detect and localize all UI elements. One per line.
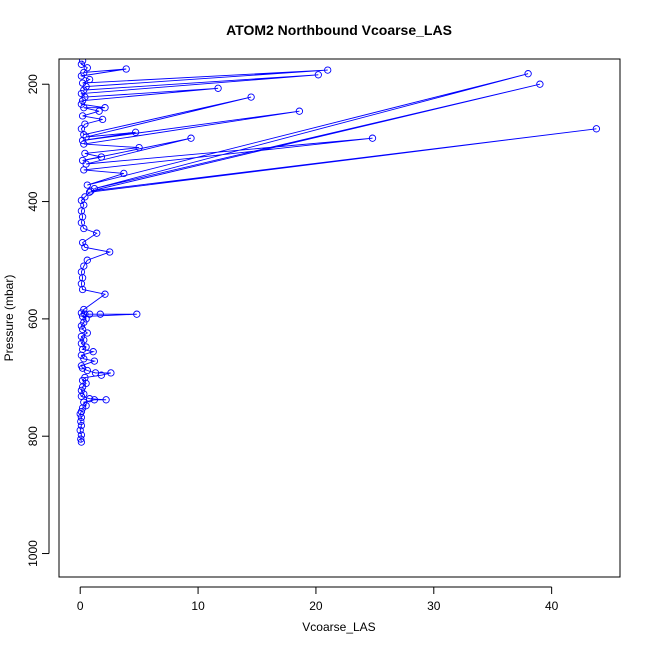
data-point	[536, 80, 544, 88]
data-point	[96, 310, 104, 318]
data-point	[85, 310, 94, 318]
data-point	[85, 188, 94, 196]
data-point	[314, 71, 322, 79]
data-point	[90, 357, 99, 365]
data-point	[78, 238, 87, 247]
y-tick-label: 1000	[26, 540, 40, 567]
data-point	[91, 369, 100, 377]
data-point	[295, 107, 304, 115]
data-point	[524, 70, 532, 78]
data-point	[97, 153, 106, 161]
data-point	[83, 181, 91, 189]
y-tick-label: 600	[26, 309, 40, 329]
data-point	[81, 120, 89, 128]
data-point	[101, 290, 109, 298]
data-point	[187, 134, 195, 142]
plot-frame	[58, 58, 621, 578]
data-point	[80, 305, 88, 314]
plot-area	[76, 59, 601, 446]
data-point	[78, 312, 87, 321]
data-point	[80, 140, 88, 148]
data-point	[106, 248, 114, 256]
data-point	[77, 435, 85, 443]
data-point	[214, 84, 222, 92]
data-point	[78, 59, 87, 65]
data-point	[135, 143, 143, 152]
data-point	[93, 229, 101, 237]
y-axis-label: Pressure (mbar)	[2, 275, 16, 362]
data-point	[78, 156, 87, 165]
data-point	[122, 65, 130, 73]
data-point	[81, 243, 89, 251]
data-point	[80, 390, 88, 398]
data-point	[83, 329, 91, 337]
data-point	[77, 60, 86, 68]
data-point	[77, 407, 86, 416]
data-point	[120, 169, 128, 178]
x-tick-label: 30	[427, 599, 441, 613]
data-point	[77, 417, 85, 426]
data-point	[77, 332, 86, 341]
data-point	[368, 134, 377, 142]
data-point	[83, 366, 91, 375]
series-line	[79, 60, 597, 443]
data-point	[78, 79, 87, 87]
data-point	[77, 431, 86, 439]
data-point	[101, 104, 109, 112]
data-point	[592, 125, 601, 133]
data-point	[83, 64, 91, 72]
data-point	[85, 75, 94, 84]
data-point	[98, 115, 107, 124]
data-point	[131, 128, 140, 136]
data-point	[82, 343, 90, 351]
data-point	[133, 310, 141, 318]
y-tick-label: 800	[26, 426, 40, 446]
data-point	[78, 112, 87, 120]
data-point	[77, 413, 86, 422]
data-point	[76, 426, 84, 434]
data-point	[247, 93, 255, 101]
y-tick-label: 200	[26, 74, 40, 94]
x-tick-label: 40	[545, 599, 559, 613]
data-point	[324, 66, 332, 74]
data-point	[77, 438, 86, 446]
data-point	[81, 193, 89, 201]
data-point	[81, 373, 89, 382]
data-point	[77, 386, 86, 395]
data-point	[77, 125, 86, 133]
data-point	[107, 369, 115, 377]
data-point	[81, 149, 89, 158]
chart-title: ATOM2 Northbound Vcoarse_LAS	[226, 22, 452, 38]
data-point	[90, 184, 99, 193]
data-point	[82, 133, 90, 141]
x-tick-label: 20	[309, 599, 323, 613]
data-point	[87, 187, 95, 195]
data-point	[81, 310, 89, 318]
axes: 0 10 20 30 40 200 400 600 800 1000	[26, 74, 559, 613]
data-point	[90, 396, 99, 404]
data-point	[77, 392, 86, 400]
data-point	[80, 262, 88, 270]
data-point	[89, 348, 97, 356]
data-point	[102, 396, 110, 404]
data-point	[80, 201, 88, 209]
x-tick-label: 10	[191, 599, 205, 613]
x-axis-label: Vcoarse_LAS	[302, 620, 375, 634]
data-point	[80, 68, 88, 77]
data-point	[78, 325, 87, 334]
y-tick-label: 400	[26, 191, 40, 211]
data-point	[77, 362, 86, 370]
x-tick-label: 0	[77, 599, 84, 613]
data-point	[83, 256, 91, 264]
data-point	[78, 97, 87, 105]
data-point	[77, 421, 86, 430]
data-point	[85, 395, 94, 403]
data-point	[95, 107, 103, 115]
data-point	[77, 100, 86, 108]
